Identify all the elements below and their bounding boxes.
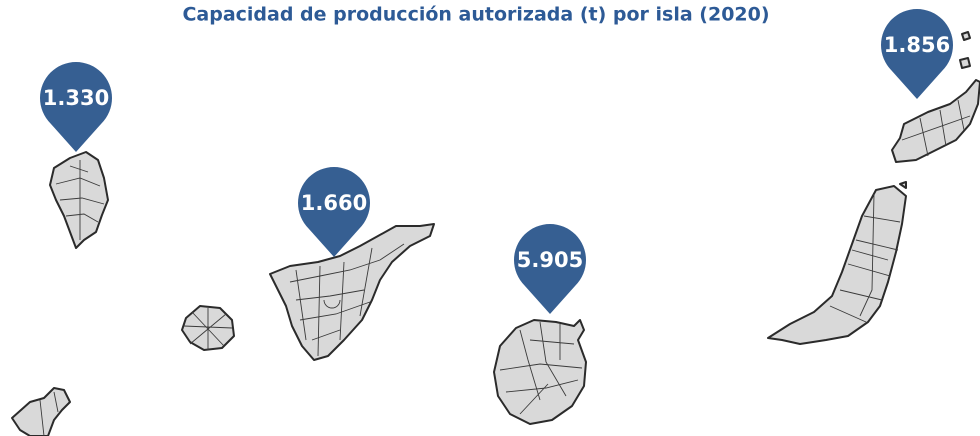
- markers: 1.330 1.660 5.905 1.856: [40, 9, 953, 314]
- map-pin: [514, 224, 586, 314]
- island-borders: [829, 193, 901, 323]
- island-borders: [901, 99, 971, 157]
- island-borders: [39, 391, 59, 436]
- map-pin: [298, 166, 370, 257]
- pin-label: 1.856: [884, 33, 950, 57]
- map-title: Capacidad de producción autorizada (t) p…: [182, 4, 769, 26]
- pin-label: 1.660: [301, 191, 367, 215]
- islet: [899, 181, 907, 189]
- island-borders: [289, 243, 405, 357]
- island: [49, 151, 109, 249]
- islet: [961, 31, 971, 41]
- island-borders: [499, 321, 583, 415]
- island-borders: [55, 160, 105, 240]
- island-borders: [183, 308, 233, 350]
- island: [891, 79, 980, 163]
- pin-label: 5.905: [517, 248, 583, 272]
- map-pin: [40, 61, 112, 152]
- map-pin: [881, 9, 953, 100]
- pin-label: 1.330: [43, 86, 109, 110]
- island: [493, 319, 587, 425]
- islet: [959, 57, 971, 69]
- island: [767, 185, 907, 345]
